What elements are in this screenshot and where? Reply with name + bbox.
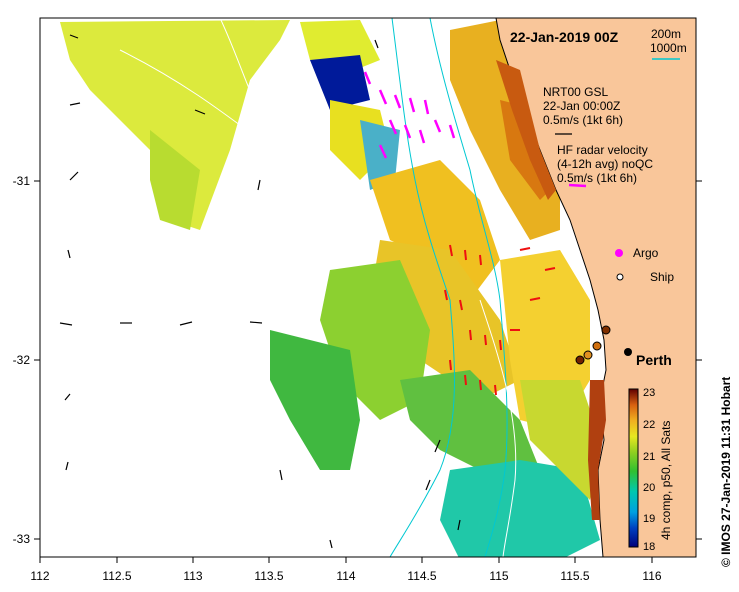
x-tick-label: 113.5 xyxy=(254,569,283,583)
hf-radar-arrows-red xyxy=(444,244,556,396)
depth-200m-label: 200m xyxy=(651,27,681,41)
x-tick-label: 114 xyxy=(336,569,355,583)
x-axis xyxy=(39,557,653,563)
ship-label: Ship xyxy=(650,270,674,284)
x-tick-label: 114.5 xyxy=(407,569,436,583)
x-tick-label: 115 xyxy=(489,569,508,583)
colorbar: 23 22 21 20 19 18 4h comp, p50, All Sats xyxy=(628,387,673,553)
argo-symbol xyxy=(615,249,623,257)
x-tick-label: 115.5 xyxy=(560,569,589,583)
plot-frame xyxy=(39,17,697,558)
credit-text: © IMOS 27-Jan-2019 11:31 Hobart xyxy=(719,377,733,567)
coastal-warm-strip xyxy=(496,60,606,520)
y-tick-label: -33 xyxy=(13,532,31,546)
x-tick-labels: 112 112.5 113 113.5 114 114.5 115 115.5 … xyxy=(30,569,661,583)
gsl-title: NRT00 GSL xyxy=(543,85,608,99)
x-tick-label: 113 xyxy=(183,569,202,583)
observation-markers xyxy=(575,325,611,365)
y-tick-labels: -31 -32 -33 xyxy=(13,174,31,546)
map-title: 22-Jan-2019 00Z xyxy=(510,29,619,45)
colorbar-label: 20 xyxy=(643,482,655,494)
colorbar-label: 21 xyxy=(643,451,655,463)
gsl-time: 22-Jan 00:00Z xyxy=(543,99,620,113)
colorbar-label: 22 xyxy=(643,419,655,431)
vector-legend: NRT00 GSL 22-Jan 00:00Z 0.5m/s (1kt 6h) … xyxy=(543,85,653,188)
ship-symbol xyxy=(616,273,624,281)
perth-label: Perth xyxy=(636,352,672,368)
x-tick-label: 112.5 xyxy=(102,569,131,583)
marker-legend: Argo Ship xyxy=(615,246,674,284)
depth-1000m-label: 1000m xyxy=(650,41,687,55)
y-axis xyxy=(34,180,702,540)
x-tick-label: 112 xyxy=(30,569,49,583)
hf-title: HF radar velocity xyxy=(557,143,648,157)
perth-marker xyxy=(624,348,632,356)
y-tick-label: -31 xyxy=(13,174,31,188)
hf-scale-arrow xyxy=(568,183,587,188)
colorbar-label: 23 xyxy=(643,387,655,399)
colorbar-caption: 4h comp, p50, All Sats xyxy=(659,421,673,540)
argo-label: Argo xyxy=(633,246,659,260)
y-tick-label: -32 xyxy=(13,353,31,367)
gsl-velocity-arrows xyxy=(59,34,461,549)
hf-sub: (4-12h avg) noQC xyxy=(557,157,653,171)
colorbar-gradient xyxy=(628,388,639,548)
hf-scale: 0.5m/s (1kt 6h) xyxy=(557,171,637,185)
gsl-scale: 0.5m/s (1kt 6h) xyxy=(543,113,623,127)
hf-radar-arrows xyxy=(363,71,456,159)
colorbar-label: 18 xyxy=(643,541,655,553)
x-tick-label: 116 xyxy=(642,569,661,583)
depth-legend: 200m 1000m xyxy=(650,27,687,60)
colorbar-label: 19 xyxy=(643,513,655,525)
